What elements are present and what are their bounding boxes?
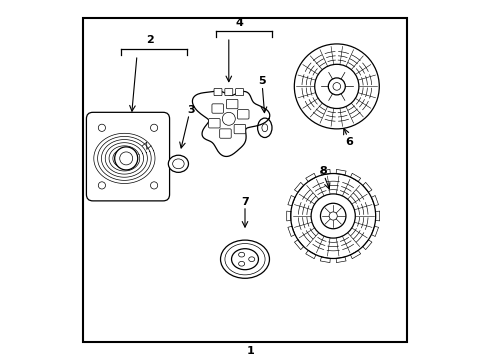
- FancyBboxPatch shape: [234, 125, 245, 134]
- Circle shape: [291, 174, 376, 258]
- Text: 8: 8: [319, 166, 327, 176]
- Circle shape: [294, 44, 379, 129]
- Circle shape: [320, 203, 346, 229]
- FancyBboxPatch shape: [212, 104, 223, 113]
- Ellipse shape: [172, 159, 184, 169]
- Text: 5: 5: [258, 76, 266, 86]
- Ellipse shape: [225, 244, 265, 275]
- FancyBboxPatch shape: [226, 99, 238, 109]
- Ellipse shape: [249, 257, 255, 262]
- Text: 3: 3: [187, 105, 195, 115]
- Ellipse shape: [220, 240, 270, 278]
- FancyBboxPatch shape: [209, 118, 220, 128]
- FancyBboxPatch shape: [238, 110, 249, 119]
- Text: 4: 4: [236, 18, 244, 28]
- Ellipse shape: [232, 249, 258, 270]
- Circle shape: [98, 182, 105, 189]
- FancyBboxPatch shape: [214, 89, 222, 96]
- Text: 1: 1: [246, 346, 254, 356]
- Text: 7: 7: [241, 197, 249, 207]
- Ellipse shape: [258, 118, 272, 138]
- FancyBboxPatch shape: [220, 129, 231, 138]
- Circle shape: [115, 147, 138, 170]
- Circle shape: [333, 82, 341, 90]
- Polygon shape: [193, 91, 270, 157]
- Circle shape: [315, 64, 359, 108]
- FancyBboxPatch shape: [236, 89, 244, 96]
- Ellipse shape: [169, 155, 189, 172]
- FancyBboxPatch shape: [225, 89, 233, 96]
- Circle shape: [98, 124, 105, 131]
- Ellipse shape: [239, 252, 245, 257]
- Circle shape: [222, 112, 235, 125]
- Ellipse shape: [239, 261, 245, 266]
- Circle shape: [311, 194, 355, 238]
- Circle shape: [329, 212, 337, 220]
- Circle shape: [328, 78, 345, 95]
- Circle shape: [150, 182, 158, 189]
- FancyBboxPatch shape: [86, 112, 170, 201]
- Text: 2: 2: [146, 35, 153, 45]
- Ellipse shape: [262, 124, 268, 132]
- Circle shape: [120, 152, 133, 165]
- Circle shape: [150, 124, 158, 131]
- Text: 6: 6: [345, 137, 353, 147]
